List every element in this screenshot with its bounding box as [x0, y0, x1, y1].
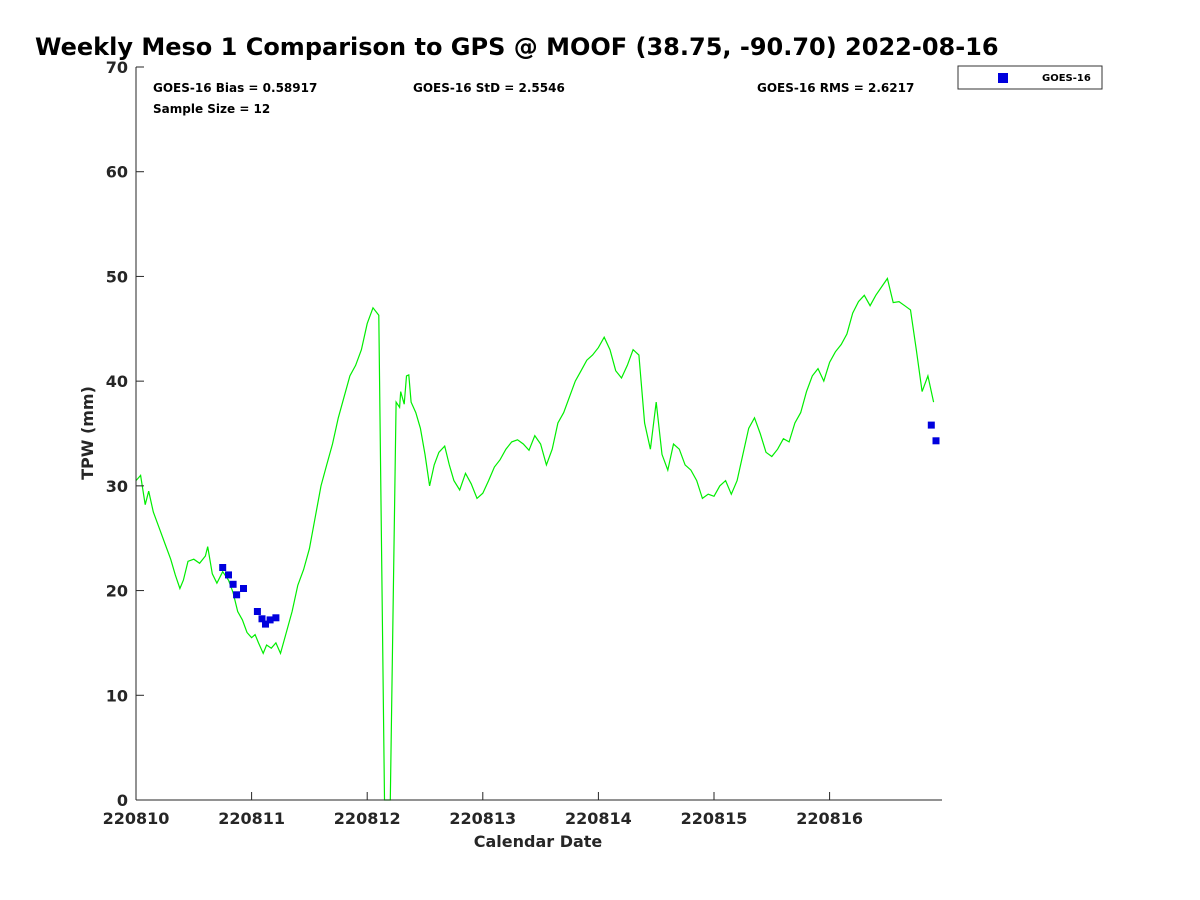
- x-tick-label: 220811: [218, 809, 285, 828]
- x-tick-label: 220815: [681, 809, 748, 828]
- x-axis-label: Calendar Date: [474, 832, 603, 851]
- y-tick-label: 0: [117, 791, 128, 810]
- legend-marker: [998, 73, 1008, 83]
- x-tick-label: 220810: [103, 809, 170, 828]
- series-layer: [135, 277, 940, 801]
- bias-stat: GOES-16 Bias = 0.58917: [153, 81, 317, 95]
- y-tick-label: 50: [106, 267, 128, 286]
- chart-title: Weekly Meso 1 Comparison to GPS @ MOOF (…: [35, 33, 999, 61]
- gps-tpw-line: [135, 277, 935, 801]
- x-tick-label: 220812: [334, 809, 401, 828]
- goes16-point: [262, 620, 269, 628]
- x-tick-label: 220813: [449, 809, 516, 828]
- y-tick-label: 40: [106, 372, 128, 391]
- goes16-point: [229, 580, 237, 588]
- goes16-point: [272, 614, 280, 622]
- y-tick-label: 60: [106, 163, 128, 182]
- axes-layer: 0 10 20 30 40 50 60 70 220810 220811 220812 220813 2…: [103, 58, 942, 828]
- y-tick-label: 10: [106, 686, 128, 705]
- goes16-point: [927, 421, 935, 429]
- goes16-point: [266, 616, 274, 624]
- goes16-point: [233, 591, 241, 599]
- std-stat: GOES-16 StD = 2.5546: [413, 81, 565, 95]
- y-tick-label: 20: [106, 582, 128, 601]
- goes16-point: [240, 585, 247, 592]
- y-tick-label: 30: [106, 477, 128, 496]
- y-tick-label: 70: [106, 58, 128, 77]
- y-axis-label: TPW (mm): [78, 386, 97, 480]
- sample-size-stat: Sample Size = 12: [153, 102, 270, 116]
- legend-label: GOES-16: [1042, 73, 1091, 84]
- goes16-point: [253, 608, 261, 615]
- goes16-point: [932, 437, 940, 445]
- goes16-point: [225, 571, 232, 579]
- goes16-point: [219, 564, 227, 571]
- plot-area: [136, 67, 942, 800]
- x-tick-label: 220816: [796, 809, 863, 828]
- legend-box: [957, 65, 1103, 90]
- legend: GOES-16: [957, 65, 1103, 90]
- x-tick-label: 220814: [565, 809, 632, 828]
- goes16-point: [258, 615, 266, 623]
- rms-stat: GOES-16 RMS = 2.6217: [757, 81, 914, 95]
